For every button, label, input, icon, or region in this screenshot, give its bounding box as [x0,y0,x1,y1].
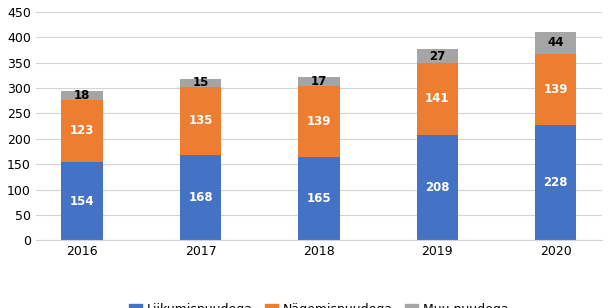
Text: 154: 154 [70,195,94,208]
Text: 135: 135 [188,114,213,127]
Bar [417,50,458,63]
Bar [417,135,458,240]
Text: 168: 168 [188,191,213,204]
Text: 228: 228 [543,176,568,189]
Bar [62,91,103,100]
Bar [180,87,221,155]
Text: 17: 17 [311,75,327,88]
Bar [180,79,221,87]
Bar [535,54,576,124]
Bar [180,155,221,240]
Text: 139: 139 [306,115,331,128]
Text: 44: 44 [547,36,564,49]
Text: 18: 18 [74,89,90,102]
Text: 208: 208 [425,181,449,194]
Bar [298,156,340,240]
Text: 141: 141 [425,92,449,105]
Bar [298,86,340,156]
Legend: Liikumispuudega, Nägemispuudega, Muu puudega: Liikumispuudega, Nägemispuudega, Muu puu… [124,298,513,308]
Text: 27: 27 [429,50,445,63]
Bar [62,162,103,240]
Bar [298,77,340,86]
Text: 15: 15 [192,76,209,89]
Text: 165: 165 [306,192,331,205]
Text: 123: 123 [70,124,94,137]
Bar [417,63,458,135]
Bar [62,100,103,162]
Bar [535,124,576,240]
Bar [535,32,576,54]
Text: 139: 139 [543,83,568,96]
